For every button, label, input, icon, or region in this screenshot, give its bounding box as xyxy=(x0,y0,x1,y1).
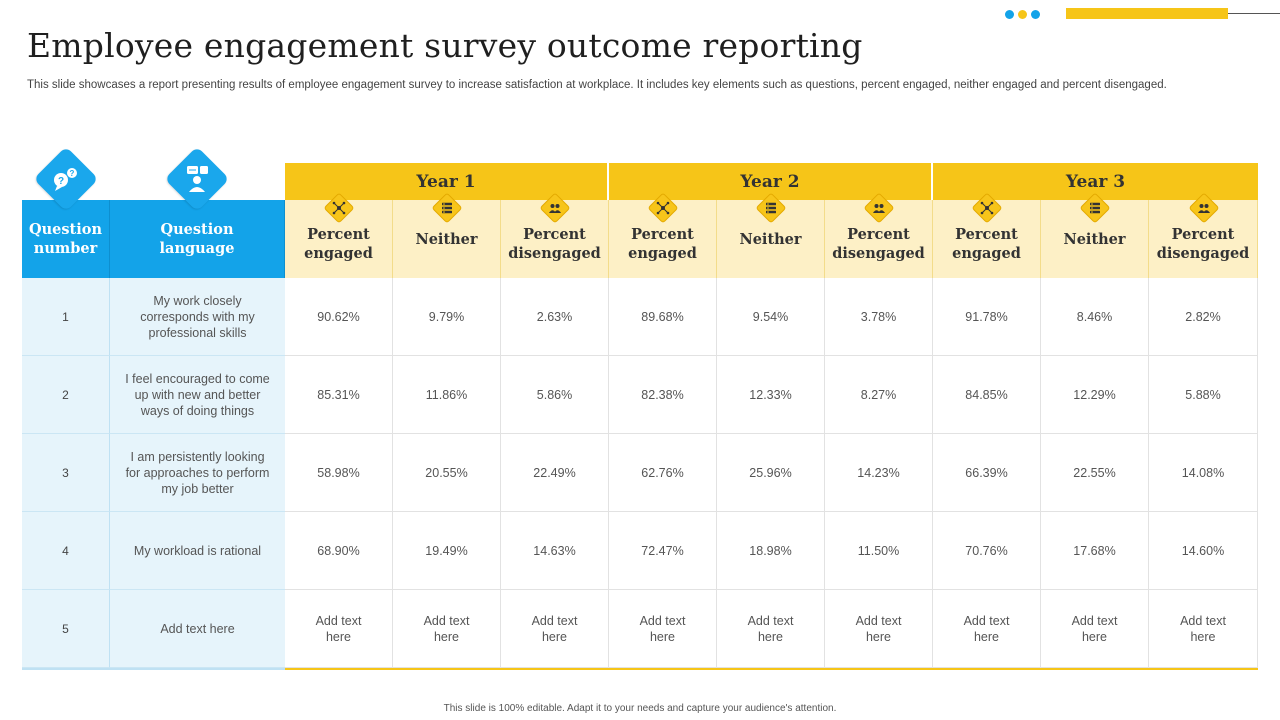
value-cell: 11.50% xyxy=(825,512,933,590)
value-cell: 25.96% xyxy=(717,434,825,512)
value-cell: Add text here xyxy=(609,590,717,668)
value-cell: 58.98% xyxy=(285,434,393,512)
network-icon xyxy=(332,201,346,215)
header-question-language: Question language xyxy=(110,200,285,278)
question-number-cell: 2 xyxy=(22,356,110,434)
question-text-cell: My workload is rational xyxy=(110,512,285,590)
value-cell: 85.31% xyxy=(285,356,393,434)
footer-note: This slide is 100% editable. Adapt it to… xyxy=(443,703,837,714)
question-number-cell: 4 xyxy=(22,512,110,590)
list-icon xyxy=(1090,202,1100,214)
network-icon xyxy=(656,201,670,215)
value-cell: 2.82% xyxy=(1149,278,1258,356)
svg-text:?: ? xyxy=(58,176,64,187)
table-bottom-rule-blue xyxy=(22,668,285,670)
value-cell: 89.68% xyxy=(609,278,717,356)
value-cell: Add text here xyxy=(285,590,393,668)
value-cell: 5.86% xyxy=(501,356,609,434)
network-icon xyxy=(980,201,994,215)
value-cell: 8.46% xyxy=(1041,278,1149,356)
table-bottom-rule xyxy=(285,668,1258,670)
value-cell: 3.78% xyxy=(825,278,933,356)
page-subtitle: This slide showcases a report presenting… xyxy=(27,79,1167,91)
value-cell: 84.85% xyxy=(933,356,1041,434)
value-cell: 66.39% xyxy=(933,434,1041,512)
value-cell: 9.54% xyxy=(717,278,825,356)
value-cell: 19.49% xyxy=(393,512,501,590)
value-cell: Add text here xyxy=(393,590,501,668)
value-cell: 14.60% xyxy=(1149,512,1258,590)
svg-text:?: ? xyxy=(70,169,75,178)
decor-dot-blue-2 xyxy=(1031,10,1040,19)
value-cell: 8.27% xyxy=(825,356,933,434)
value-cell: 11.86% xyxy=(393,356,501,434)
people-icon xyxy=(549,204,561,213)
value-cell: 20.55% xyxy=(393,434,501,512)
value-cell: 12.29% xyxy=(1041,356,1149,434)
subheader-year2-disengaged: Percent disengaged xyxy=(825,200,933,278)
value-cell: 82.38% xyxy=(609,356,717,434)
question-text-cell: Add text here xyxy=(110,590,285,668)
question-text-cell: I feel encouraged to come up with new an… xyxy=(110,356,285,434)
value-cell: 70.76% xyxy=(933,512,1041,590)
value-cell: Add text here xyxy=(933,590,1041,668)
value-cell: 14.63% xyxy=(501,512,609,590)
value-cell: 68.90% xyxy=(285,512,393,590)
value-cell: 5.88% xyxy=(1149,356,1258,434)
decor-dot-yellow xyxy=(1018,10,1027,19)
value-cell: Add text here xyxy=(1041,590,1149,668)
value-cell: 2.63% xyxy=(501,278,609,356)
value-cell: Add text here xyxy=(1149,590,1258,668)
value-cell: 12.33% xyxy=(717,356,825,434)
list-icon xyxy=(442,202,452,214)
value-cell: Add text here xyxy=(501,590,609,668)
question-number-cell: 5 xyxy=(22,590,110,668)
value-cell: Add text here xyxy=(717,590,825,668)
question-text-cell: I am persistently looking for approaches… xyxy=(110,434,285,512)
value-cell: 22.49% xyxy=(501,434,609,512)
value-cell: Add text here xyxy=(825,590,933,668)
value-cell: 17.68% xyxy=(1041,512,1149,590)
value-cell: 72.47% xyxy=(609,512,717,590)
list-icon xyxy=(766,202,776,214)
value-cell: 62.76% xyxy=(609,434,717,512)
value-cell: 22.55% xyxy=(1041,434,1149,512)
speaker-chat-icon xyxy=(187,166,208,192)
value-cell: 9.79% xyxy=(393,278,501,356)
page-title: Employee engagement survey outcome repor… xyxy=(27,26,863,65)
subheader-year1-neither: Neither xyxy=(393,200,501,278)
decor-bar xyxy=(1066,8,1228,19)
question-text-cell: My work closely corresponds with my prof… xyxy=(110,278,285,356)
question-marks-icon: ?? xyxy=(54,168,77,191)
people-icon xyxy=(1197,204,1210,213)
decor-line xyxy=(1228,13,1280,14)
decor-dot-blue xyxy=(1005,10,1014,19)
question-number-cell: 3 xyxy=(22,434,110,512)
question-number-cell: 1 xyxy=(22,278,110,356)
value-cell: 18.98% xyxy=(717,512,825,590)
value-cell: 14.23% xyxy=(825,434,933,512)
header-question-number: Question number xyxy=(22,200,110,278)
people-icon xyxy=(873,204,885,213)
value-cell: 90.62% xyxy=(285,278,393,356)
value-cell: 91.78% xyxy=(933,278,1041,356)
value-cell: 14.08% xyxy=(1149,434,1258,512)
